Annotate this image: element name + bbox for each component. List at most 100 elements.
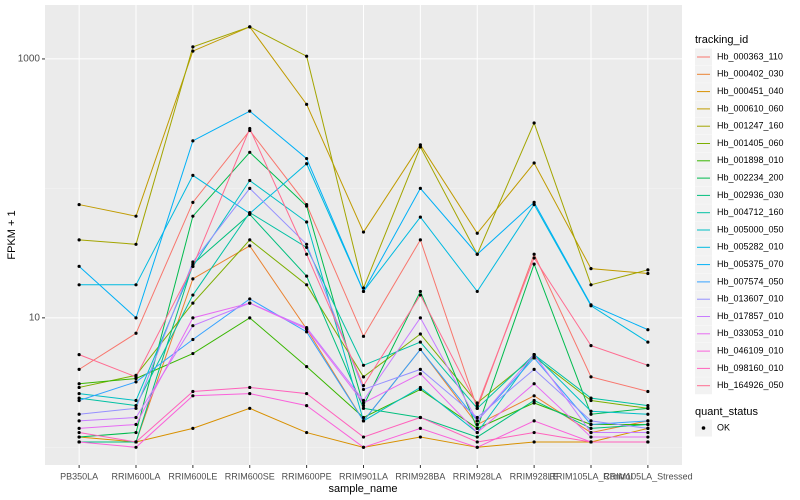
data-point: [475, 435, 479, 439]
data-point: [532, 356, 536, 360]
legend-label: Hb_000451_040: [717, 86, 784, 96]
data-point: [475, 422, 479, 427]
data-point: [646, 430, 650, 435]
legend-label: Hb_005282_010: [717, 242, 784, 252]
data-point: [589, 426, 593, 430]
data-point: [134, 375, 138, 379]
data-point: [191, 316, 195, 320]
x-axis-title: sample_name: [328, 483, 397, 495]
data-point: [532, 430, 536, 435]
data-point: [191, 337, 195, 342]
data-point: [475, 231, 479, 235]
data-point: [191, 260, 195, 264]
x-tick-label: RRIM600LE: [168, 471, 217, 481]
data-point: [248, 238, 252, 242]
data-point: [646, 426, 650, 430]
data-point: [646, 406, 650, 410]
data-point: [191, 139, 195, 143]
data-point: [361, 419, 366, 423]
data-point: [589, 283, 593, 287]
data-point: [134, 331, 138, 335]
data-point: [134, 440, 138, 444]
data-point: [418, 347, 422, 352]
data-point: [475, 406, 479, 410]
data-point: [532, 202, 536, 207]
data-point: [134, 380, 138, 384]
data-point: [418, 238, 422, 242]
data-point: [77, 283, 81, 287]
data-point: [361, 289, 366, 294]
data-point: [361, 403, 366, 408]
legend-label: Hb_007574_050: [717, 276, 784, 286]
legend-label: Hb_000610_060: [717, 103, 784, 113]
data-point: [589, 440, 593, 444]
legend-title: tracking_id: [695, 34, 748, 46]
data-point: [646, 435, 650, 439]
data-point: [418, 186, 422, 190]
data-point: [589, 412, 593, 416]
x-tick-label: RRIM600SE: [225, 471, 275, 481]
x-tick-label: RRIM928LA: [453, 471, 502, 481]
data-point: [305, 220, 309, 224]
data-point: [248, 244, 252, 248]
data-point: [77, 367, 81, 371]
legend-label: Hb_005375_070: [717, 259, 784, 269]
data-point: [532, 394, 536, 398]
data-point: [191, 45, 195, 49]
data-point: [589, 435, 593, 439]
data-point: [305, 242, 309, 246]
legend-label: Hb_164926_050: [717, 380, 784, 390]
data-point: [646, 268, 650, 272]
legend-label: Hb_001898_010: [717, 155, 784, 165]
data-point: [77, 412, 81, 416]
data-point: [361, 363, 366, 367]
data-point: [475, 426, 479, 430]
data-point: [134, 403, 138, 408]
data-point: [248, 126, 252, 131]
data-point: [77, 264, 81, 268]
data-point: [532, 440, 536, 444]
data-point: [248, 186, 252, 190]
data-point: [532, 398, 536, 403]
data-point: [134, 242, 138, 246]
data-point: [305, 156, 309, 161]
y-tick-label: 1000: [18, 54, 41, 65]
data-point: [191, 389, 195, 394]
data-point: [77, 396, 81, 400]
legend-label: Hb_033053_010: [717, 328, 784, 338]
y-axis-title: FPKM + 1: [6, 210, 18, 259]
x-tick-label: RRIM928LE: [510, 471, 559, 481]
data-point: [418, 385, 422, 390]
legend-label: Hb_001405_060: [717, 138, 784, 148]
x-tick-label: RRIM928BA: [395, 471, 445, 481]
shape-legend-title: quant_status: [695, 406, 758, 418]
data-point: [77, 202, 81, 207]
data-point: [191, 394, 195, 398]
legend-label: Hb_017857_010: [717, 311, 784, 321]
data-point: [646, 440, 650, 444]
data-point: [475, 445, 479, 449]
data-point: [475, 415, 479, 420]
data-point: [248, 150, 252, 154]
data-point: [191, 293, 195, 297]
data-point: [418, 289, 422, 294]
data-point: [589, 344, 593, 348]
data-point: [248, 25, 252, 29]
data-point: [77, 398, 81, 403]
data-point: [248, 301, 252, 305]
legend-label: Hb_046109_010: [717, 345, 784, 355]
data-point: [589, 267, 593, 271]
data-point: [77, 382, 81, 386]
data-point: [589, 419, 593, 423]
x-tick-label: RRIM901LA: [339, 471, 388, 481]
data-point: [418, 426, 422, 430]
data-point: [305, 391, 309, 396]
data-point: [134, 398, 138, 403]
data-point: [361, 435, 366, 439]
data-point: [646, 412, 650, 416]
data-point: [532, 419, 536, 423]
data-point: [361, 398, 366, 403]
legend-label: Hb_000402_030: [717, 69, 784, 79]
data-point: [134, 430, 138, 435]
